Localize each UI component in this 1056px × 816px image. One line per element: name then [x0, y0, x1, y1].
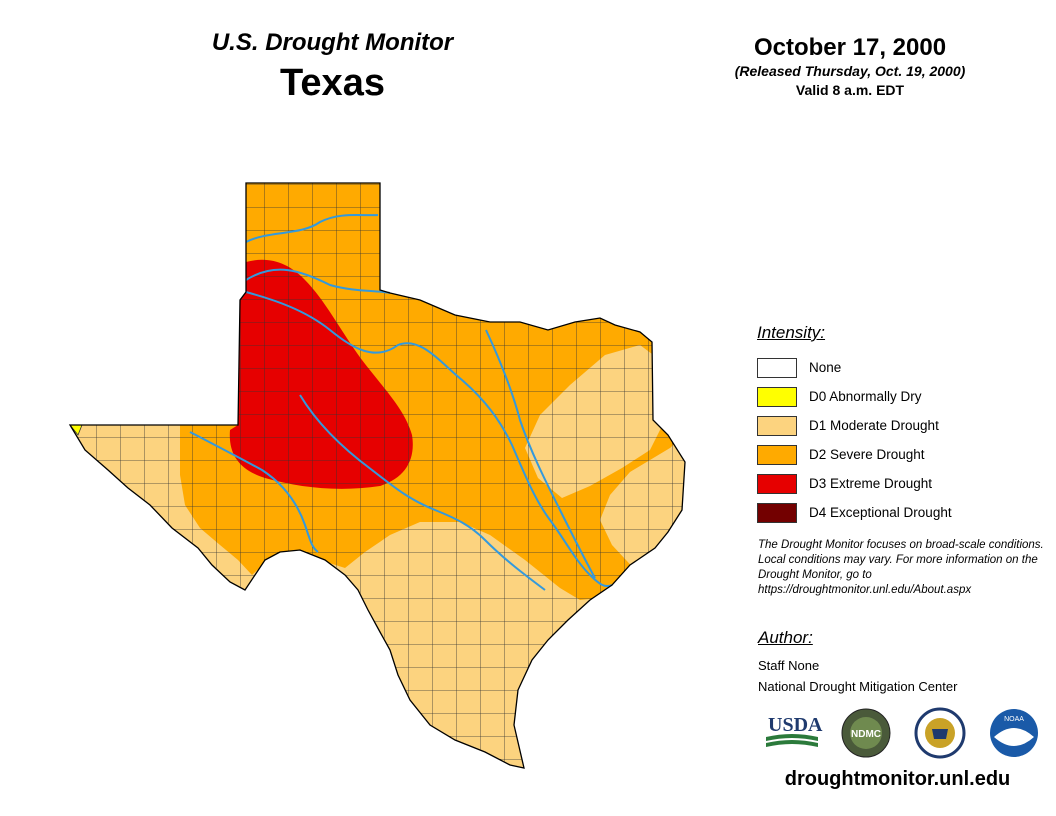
map-date: October 17, 2000 — [753, 34, 947, 61]
colorado-river — [299, 394, 546, 591]
brazos-river — [245, 291, 613, 588]
ndmc-logo: NDMC — [841, 708, 891, 758]
legend-label: D3 Extreme Drought — [809, 476, 933, 491]
release-date: (Released Thursday, Oct. 19, 2000) — [734, 63, 966, 79]
legend-item: D2 Severe Drought — [757, 440, 1047, 469]
legend-label: D1 Moderate Drought — [809, 418, 939, 433]
author-title: Author: — [758, 628, 813, 647]
disclaimer-note: The Drought Monitor focuses on broad-sca… — [758, 539, 1044, 596]
author-organization: National Drought Mitigation Center — [758, 679, 958, 694]
legend-label: None — [809, 360, 842, 375]
legend-label: D4 Exceptional Drought — [809, 505, 952, 520]
author-name: Staff None — [758, 658, 820, 673]
trinity-river — [485, 329, 596, 579]
legend-items: None D0 Abnormally Dry D1 Moderate Drought… — [757, 353, 1047, 527]
legend-swatch — [757, 415, 797, 436]
author-block: Staff None National Drought Mitigation C… — [758, 655, 957, 697]
legend-item: D0 Abnormally Dry — [757, 382, 1047, 411]
usda-logo: USDA — [766, 714, 823, 747]
legend-swatch — [757, 386, 797, 407]
svg-text:NDMC: NDMC — [851, 729, 881, 740]
legend-swatch — [757, 444, 797, 465]
texas-drought-map — [68, 182, 686, 769]
noaa-logo: NOAA — [990, 709, 1038, 757]
legend-item: D1 Moderate Drought — [757, 411, 1047, 440]
map-header: U.S. Drought Monitor Texas — [170, 28, 495, 106]
legend-item: D3 Extreme Drought — [757, 469, 1047, 498]
texas-outline — [68, 182, 686, 769]
legend-swatch — [757, 502, 797, 523]
red-river — [245, 268, 391, 294]
legend-swatch — [757, 473, 797, 494]
rivers — [189, 214, 613, 591]
svg-text:NOAA: NOAA — [1004, 716, 1024, 723]
legend-item: D4 Exceptional Drought — [757, 498, 1047, 527]
legend-label: D2 Severe Drought — [809, 447, 925, 462]
legend: Intensity: None D0 Abnormally Dry D1 Moder… — [757, 323, 1047, 527]
legend-title: Intensity: — [757, 323, 826, 342]
series-title: U.S. Drought Monitor — [211, 29, 454, 56]
agency-logos: USDA NDMC NOAA — [766, 707, 1038, 759]
legend-item: None — [757, 353, 1047, 382]
legend-label: D0 Abnormally Dry — [809, 389, 922, 404]
legend-swatch — [757, 357, 797, 378]
region-title: Texas — [280, 62, 385, 104]
canadian-river — [245, 214, 379, 243]
valid-time: Valid 8 a.m. EDT — [795, 82, 905, 98]
commerce-seal — [914, 707, 966, 759]
website-link[interactable]: droughtmonitor.unl.edu — [784, 768, 1011, 790]
svg-text:USDA: USDA — [768, 714, 823, 736]
date-block: October 17, 2000 (Released Thursday, Oct… — [700, 34, 1000, 100]
pecos-river — [189, 431, 319, 553]
